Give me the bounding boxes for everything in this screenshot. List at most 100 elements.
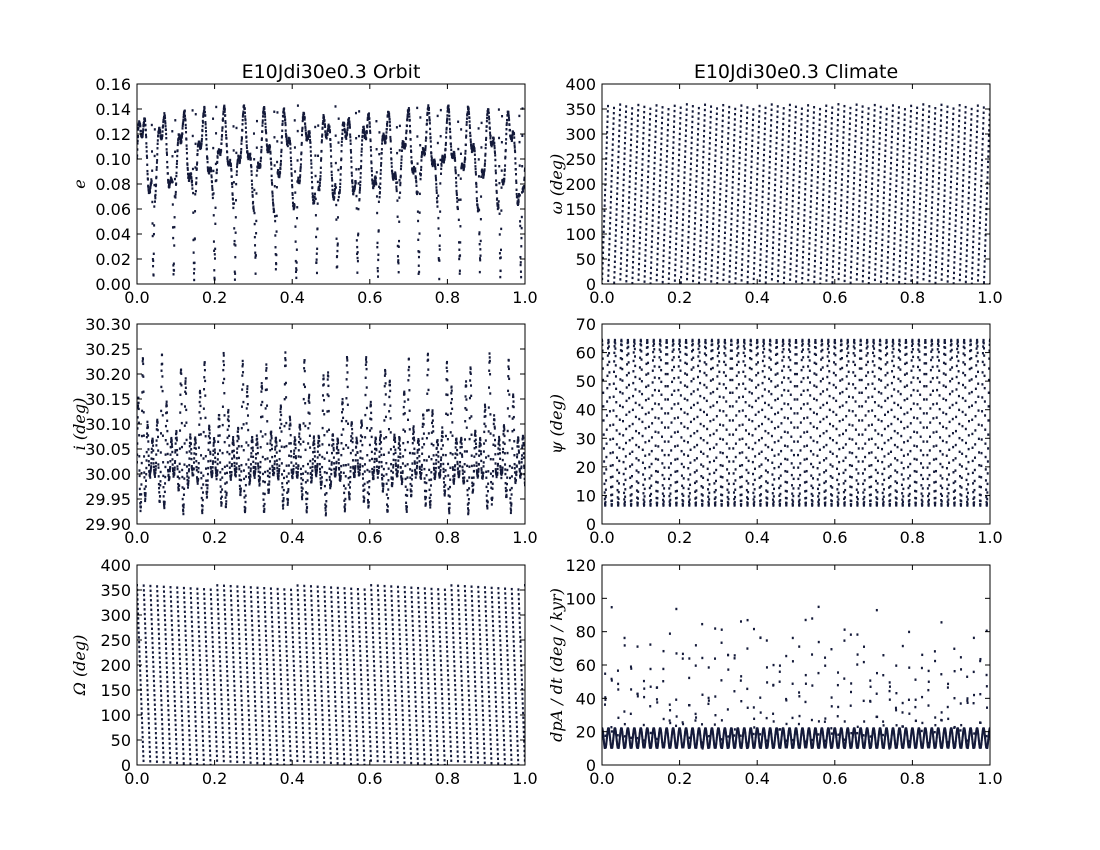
data-point (168, 183, 171, 187)
data-point (192, 272, 195, 275)
data-point (609, 206, 612, 209)
data-point (483, 164, 486, 167)
data-point (491, 142, 494, 145)
data-point (260, 138, 263, 142)
data-point (884, 139, 887, 142)
data-point (853, 166, 856, 169)
data-point (423, 149, 426, 153)
data-point (738, 167, 741, 170)
data-point (290, 163, 293, 166)
data-point (163, 504, 166, 508)
chart-title: E10Jdi30e0.3 Climate (694, 61, 898, 83)
data-point (412, 172, 415, 175)
data-point (195, 453, 198, 456)
data-point (685, 103, 688, 106)
data-point (316, 202, 319, 205)
data-point (953, 271, 956, 275)
y-tick-label: 0.06 (95, 200, 131, 219)
data-point (797, 212, 800, 215)
data-point (926, 152, 929, 155)
data-point (388, 118, 391, 121)
data-point (729, 243, 732, 247)
data-point (280, 150, 283, 154)
data-point (186, 475, 189, 478)
data-point (203, 107, 206, 110)
data-point (686, 262, 689, 265)
data-point (474, 170, 477, 174)
data-point (813, 106, 816, 109)
data-point (153, 473, 156, 477)
data-point (508, 118, 511, 122)
data-point (605, 146, 608, 150)
data-point (750, 171, 753, 174)
data-point (514, 162, 517, 165)
data-point (741, 242, 744, 245)
data-point (198, 141, 201, 145)
data-point (213, 437, 216, 440)
data-point (486, 116, 489, 120)
data-point (418, 232, 421, 235)
data-point (965, 254, 968, 257)
data-point (445, 131, 448, 134)
data-point (164, 128, 167, 132)
data-point (984, 228, 987, 232)
data-point (235, 182, 238, 186)
data-point (966, 233, 969, 236)
data-point (141, 409, 144, 413)
data-point (717, 245, 720, 248)
data-point (775, 141, 778, 145)
data-point (291, 196, 294, 200)
data-point (203, 368, 206, 372)
data-point (878, 131, 881, 135)
data-point (141, 391, 144, 394)
data-point (439, 158, 442, 162)
data-point (198, 389, 201, 393)
data-point (200, 144, 203, 147)
data-point (691, 110, 694, 113)
data-point (725, 173, 728, 177)
data-point (886, 261, 889, 264)
data-point (889, 172, 892, 175)
data-point (617, 145, 620, 148)
data-point (481, 173, 484, 176)
data-point (151, 200, 154, 204)
data-point (751, 139, 754, 142)
data-point (463, 165, 466, 168)
data-point (203, 361, 206, 364)
data-point (656, 258, 659, 261)
data-point (171, 180, 174, 184)
data-point (893, 252, 896, 256)
data-point (956, 161, 959, 165)
data-point (151, 438, 154, 441)
data-point (809, 221, 812, 224)
data-point (434, 165, 437, 169)
data-point (879, 116, 882, 119)
data-point (975, 146, 978, 149)
data-point (801, 256, 804, 259)
data-point (929, 237, 932, 241)
data-point (385, 131, 388, 134)
data-point (970, 123, 973, 126)
data-point (740, 104, 743, 107)
data-point (740, 109, 743, 113)
data-point (776, 279, 779, 283)
data-point (687, 236, 690, 239)
data-point (369, 149, 372, 152)
data-point (979, 200, 982, 204)
data-point (152, 264, 155, 268)
data-point (632, 260, 635, 264)
data-point (800, 107, 803, 110)
data-point (899, 228, 902, 231)
data-point (798, 165, 801, 168)
data-point (943, 199, 946, 203)
data-point (656, 242, 659, 245)
data-point (720, 156, 723, 159)
data-point (731, 191, 734, 194)
data-point (398, 220, 401, 223)
data-point (327, 127, 330, 131)
data-point (737, 182, 740, 186)
data-point (931, 180, 934, 183)
data-point (247, 157, 250, 161)
data-point (283, 115, 286, 119)
data-point (727, 121, 730, 124)
